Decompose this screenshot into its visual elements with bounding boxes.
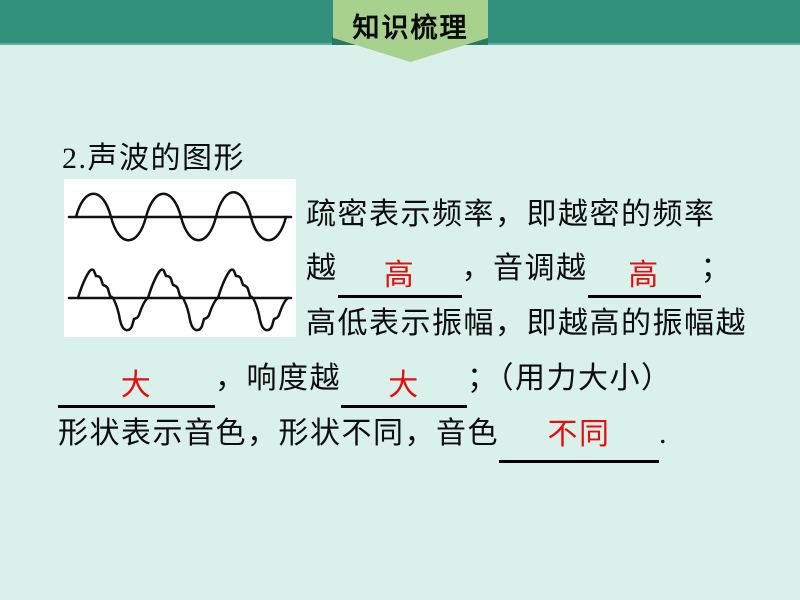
line5-pre: 形状表示音色，形状不同，音色 <box>58 417 499 450</box>
blank-pitch-2: 高 <box>587 259 701 298</box>
line4-post: ；（用力大小） <box>467 362 673 395</box>
answer-text: 不同 <box>547 418 611 451</box>
content-line-4: 大 ，响度越 大 ；（用力大小） <box>58 353 673 408</box>
line2-post: ； <box>700 252 732 285</box>
blank-loudness-2: 大 <box>341 369 467 408</box>
content-line-1: 疏密表示频率，即越密的频率 <box>306 198 716 231</box>
blank-loudness-1: 大 <box>58 369 215 408</box>
irregular-wave-icon <box>76 268 290 332</box>
blank-pitch-1: 高 <box>337 259 462 298</box>
banner-label: 知识梳理 <box>352 13 469 43</box>
line2-mid: ，音调越 <box>461 252 588 285</box>
blank-timbre: 不同 <box>499 418 659 463</box>
sine-wave-icon <box>74 191 288 242</box>
content-line-2: 越 高 ，音调越 高 ； <box>306 243 732 298</box>
waveform-figure <box>64 179 296 337</box>
line4-mid: ，响度越 <box>215 362 341 395</box>
answer-text: 高 <box>383 259 416 292</box>
slide-title: 2.声波的图形 <box>62 142 245 175</box>
line2-pre: 越 <box>306 252 338 285</box>
answer-text: 高 <box>628 259 660 292</box>
answer-text: 大 <box>120 369 153 402</box>
content-line-3: 高低表示振幅，即越高的振幅越 <box>306 307 747 340</box>
knowledge-banner: 知识梳理 <box>333 0 488 62</box>
answer-text: 大 <box>388 369 420 402</box>
line5-post: . <box>659 417 668 450</box>
content-line-5: 形状表示音色，形状不同，音色 不同. <box>58 408 668 463</box>
